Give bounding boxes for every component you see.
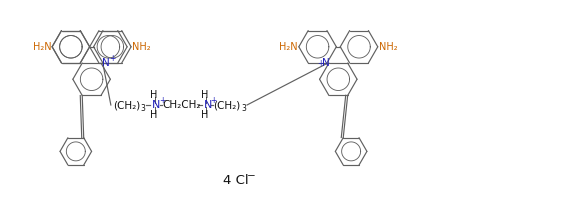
Text: H: H (201, 110, 208, 120)
Text: N: N (322, 58, 330, 68)
Text: (CH₂): (CH₂) (213, 100, 241, 110)
Text: N: N (204, 100, 212, 110)
Text: H₂N: H₂N (279, 42, 298, 52)
Text: H: H (150, 110, 157, 120)
Text: N: N (152, 100, 161, 110)
Text: +: + (210, 96, 217, 105)
Text: H: H (201, 90, 208, 100)
Text: H₂N: H₂N (33, 42, 51, 52)
Text: (CH₂): (CH₂) (113, 100, 140, 110)
Text: CH₂CH₂: CH₂CH₂ (162, 100, 201, 110)
Text: 3: 3 (141, 104, 145, 113)
Text: NH₂: NH₂ (132, 42, 150, 52)
Text: +: + (109, 54, 115, 63)
Text: H: H (150, 90, 157, 100)
Text: 3: 3 (241, 104, 246, 113)
Text: +: + (159, 96, 165, 105)
Text: −: − (247, 171, 255, 181)
Text: 4 Cl: 4 Cl (223, 175, 248, 188)
Text: NH₂: NH₂ (379, 42, 398, 52)
Text: N: N (102, 58, 110, 68)
Text: +: + (317, 59, 323, 68)
